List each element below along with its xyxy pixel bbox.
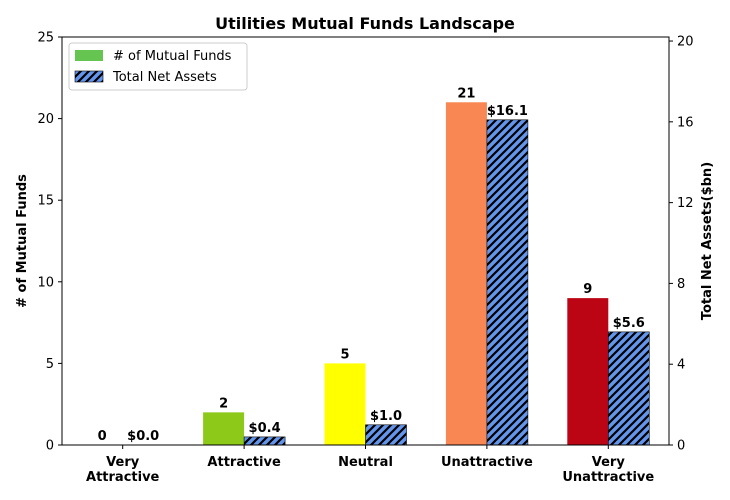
legend-swatch-funds bbox=[75, 50, 103, 61]
chart-title: Utilities Mutual Funds Landscape bbox=[215, 14, 515, 33]
legend-label-funds: # of Mutual Funds bbox=[113, 49, 232, 64]
bar-assets bbox=[607, 331, 650, 446]
data-labels-layer: 0 $0.0 2 $0.4 5 $1.0 21 $16.1 9 $5.6 bbox=[98, 86, 645, 444]
y-axis-label-left: # of Mutual Funds bbox=[15, 174, 30, 308]
bars-layer bbox=[203, 102, 650, 446]
data-label-funds: 0 bbox=[98, 429, 107, 444]
y-right-tick-label: 16 bbox=[677, 115, 694, 130]
bar-funds bbox=[203, 412, 245, 445]
bar-funds bbox=[324, 363, 366, 445]
axes-layer: Very Attractive Attractive Neutral Unattract… bbox=[37, 31, 693, 486]
y-right-tick-label: 20 bbox=[677, 35, 694, 50]
data-label-assets: $0.0 bbox=[127, 429, 159, 444]
x-tick-label: Very Unattractive bbox=[562, 455, 654, 485]
data-label-assets: $1.0 bbox=[370, 409, 402, 424]
x-tick-label: Neutral bbox=[338, 455, 393, 470]
x-tick-label: Very Attractive bbox=[86, 455, 160, 485]
data-label-assets: $0.4 bbox=[249, 421, 281, 436]
data-label-funds: 9 bbox=[583, 282, 592, 297]
legend-label-assets: Total Net Assets bbox=[112, 70, 217, 85]
x-tick-label: Attractive bbox=[207, 455, 281, 470]
y-right-tick-label: 12 bbox=[677, 196, 694, 211]
y-left-tick-label: 15 bbox=[37, 194, 54, 209]
data-label-funds: 2 bbox=[219, 396, 228, 411]
y-left-tick-label: 10 bbox=[37, 275, 54, 290]
bar-assets bbox=[486, 119, 529, 446]
y-left-tick-label: 5 bbox=[46, 357, 54, 372]
data-label-assets: $16.1 bbox=[487, 104, 528, 119]
y-right-tick-label: 8 bbox=[677, 277, 685, 292]
bar-assets bbox=[243, 436, 286, 446]
legend: # of Mutual Funds Total Net Assets bbox=[68, 42, 248, 91]
x-tick-label: Unattractive bbox=[441, 455, 533, 470]
data-label-funds: 21 bbox=[457, 86, 475, 101]
y-left-tick-label: 0 bbox=[46, 439, 54, 454]
legend-box bbox=[68, 42, 248, 91]
plot-frame bbox=[61, 36, 670, 446]
y-left-tick-label: 20 bbox=[37, 112, 54, 127]
y-axis-label-right: Total Net Assets($bn) bbox=[700, 162, 715, 320]
y-right-tick-label: 4 bbox=[677, 358, 685, 373]
bar-funds bbox=[445, 102, 487, 445]
y-right-tick-label: 0 bbox=[677, 439, 685, 454]
data-label-funds: 5 bbox=[340, 347, 349, 362]
legend-swatch-assets bbox=[74, 70, 104, 83]
y-left-tick-label: 25 bbox=[37, 31, 54, 46]
data-label-assets: $5.6 bbox=[613, 316, 645, 331]
bar-funds bbox=[567, 298, 609, 445]
bar-assets bbox=[365, 424, 407, 446]
